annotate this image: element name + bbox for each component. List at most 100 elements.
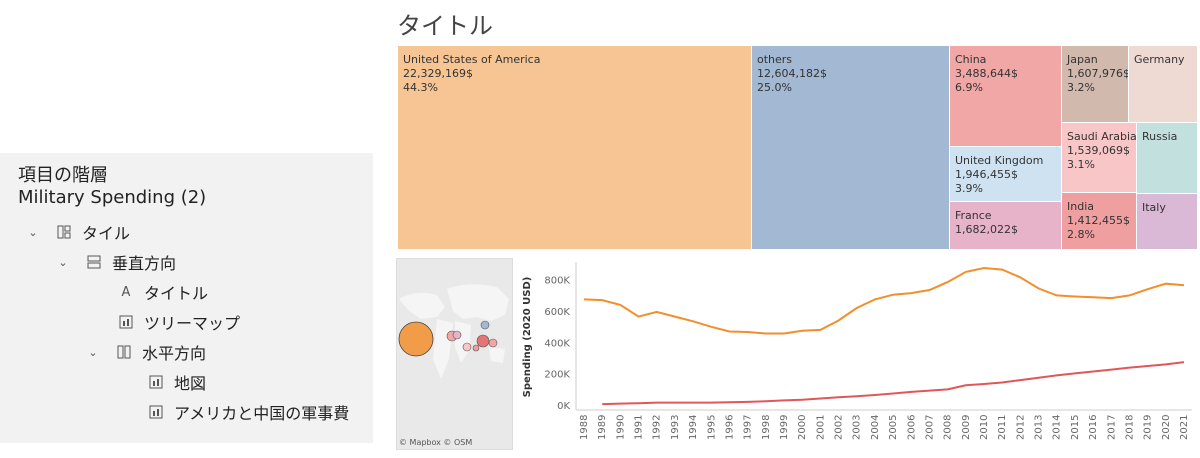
x-tick-label: 1989 xyxy=(597,415,608,440)
map-circle[interactable] xyxy=(480,320,490,330)
tree-item-treemap[interactable]: ツリーマップ xyxy=(118,309,240,335)
x-tick-label: 2005 xyxy=(888,415,899,440)
treemap-tile[interactable]: others 12,604,182$ 25.0% xyxy=(752,46,950,250)
tree-item-map[interactable]: 地図 xyxy=(148,369,206,395)
x-tick-label: 2017 xyxy=(1106,415,1117,440)
tree-item-vertical[interactable]: ⌄ 垂直方向 xyxy=(54,249,176,275)
chevron-down-icon[interactable]: ⌄ xyxy=(58,255,68,269)
map-circle[interactable] xyxy=(398,321,434,357)
tile-country: France xyxy=(955,209,992,222)
tile-country: Japan xyxy=(1067,53,1098,66)
sheet-icon xyxy=(118,314,134,330)
series-line-1[interactable] xyxy=(602,361,1185,406)
y-tick-label: 200K xyxy=(544,370,570,381)
x-tick-label: 1994 xyxy=(688,415,699,440)
x-tick-label: 1988 xyxy=(579,415,590,440)
x-tick-label: 2015 xyxy=(1070,415,1081,440)
x-tick-label: 2000 xyxy=(797,415,808,440)
tree-item-tile[interactable]: ⌄ タイル xyxy=(24,219,130,245)
x-tick-label: 2020 xyxy=(1161,415,1172,440)
tile-value: 1,539,069$ xyxy=(1067,144,1130,157)
tree-item-label: ツリーマップ xyxy=(144,314,241,333)
y-tick-label: 400K xyxy=(544,338,570,349)
hierarchy-heading: 項目の階層 xyxy=(18,165,108,186)
x-tick-label: 2021 xyxy=(1179,415,1190,440)
map-view[interactable]: © Mapbox © OSM xyxy=(396,258,513,450)
x-tick-label: 2001 xyxy=(815,415,826,440)
treemap-tile[interactable]: Saudi Arabia 1,539,069$ 3.1% xyxy=(1062,123,1137,193)
tile-value: 3,488,644$ xyxy=(955,67,1018,80)
tile-value: 1,412,455$ xyxy=(1067,214,1130,227)
tile-percent: 3.2% xyxy=(1067,81,1095,94)
tile-value: 12,604,182$ xyxy=(757,67,827,80)
x-tick-label: 2014 xyxy=(1052,415,1063,440)
chevron-down-icon[interactable]: ⌄ xyxy=(88,345,98,359)
tile-layout-icon xyxy=(56,224,72,240)
map-attribution: © Mapbox © OSM xyxy=(399,438,473,447)
map-circle[interactable] xyxy=(462,342,472,352)
x-tick-label: 1992 xyxy=(652,415,663,440)
map-circle[interactable] xyxy=(476,334,490,348)
tree-item-label: 垂直方向 xyxy=(112,254,177,273)
tile-country: Germany xyxy=(1134,53,1185,66)
series-line-0[interactable] xyxy=(583,266,1185,335)
treemap: United States of America 22,329,169$ 44.… xyxy=(398,46,1198,250)
tile-percent: 25.0% xyxy=(757,81,792,94)
us-china-spending-chart: 0K 200K 400K 600K 800K Spending (2020 USD) 198… xyxy=(516,258,1200,454)
tree-item-label: アメリカと中国の軍事費 xyxy=(174,404,350,423)
tile-percent: 2.8% xyxy=(1067,228,1095,241)
chevron-down-icon[interactable]: ⌄ xyxy=(28,225,38,239)
treemap-tile[interactable]: Russia xyxy=(1137,123,1198,194)
x-tick-label: 2006 xyxy=(906,415,917,440)
tile-country: Russia xyxy=(1142,130,1178,143)
x-tick-label: 2011 xyxy=(997,415,1008,440)
treemap-tile[interactable]: France 1,682,022$ xyxy=(950,202,1062,250)
x-tick-label: 2003 xyxy=(852,415,863,440)
tile-percent: 6.9% xyxy=(955,81,983,94)
treemap-tile[interactable]: China 3,488,644$ 6.9% xyxy=(950,46,1062,147)
map-circle[interactable] xyxy=(472,344,480,352)
tile-country: others xyxy=(757,53,793,66)
x-tick-label: 1997 xyxy=(743,415,754,440)
map-circle[interactable] xyxy=(452,330,462,340)
x-tick-label: 1991 xyxy=(634,415,645,440)
tile-percent: 3.1% xyxy=(1067,158,1095,171)
y-tick-label: 600K xyxy=(544,307,570,318)
x-tick-label: 2007 xyxy=(924,415,935,440)
y-axis-title: Spending (2020 USD) xyxy=(522,277,533,398)
sheet-icon xyxy=(148,374,164,390)
dashboard-title: タイトル xyxy=(397,12,493,40)
tree-item-horizontal[interactable]: ⌄ 水平方向 xyxy=(84,339,206,365)
vertical-container-icon xyxy=(86,254,102,270)
x-tick-label: 2013 xyxy=(1034,415,1045,440)
tile-percent: 3.9% xyxy=(955,182,983,195)
x-tick-label: 2010 xyxy=(979,415,990,440)
horizontal-container-icon xyxy=(116,344,132,360)
x-tick-label: 2016 xyxy=(1088,415,1099,440)
hierarchy-sheet-name: Military Spending (2) xyxy=(18,187,207,208)
treemap-tile[interactable]: United States of America 22,329,169$ 44.… xyxy=(398,46,752,250)
treemap-tile[interactable]: India 1,412,455$ 2.8% xyxy=(1062,193,1137,250)
x-tick-label: 2018 xyxy=(1124,415,1135,440)
tile-country: India xyxy=(1067,200,1094,213)
treemap-tile[interactable]: Italy xyxy=(1137,194,1198,250)
x-tick-label: 2008 xyxy=(943,415,954,440)
y-tick-label: 0K xyxy=(557,401,570,412)
treemap-tile[interactable]: United Kingdom 1,946,455$ 3.9% xyxy=(950,147,1062,202)
x-tick-label: 2012 xyxy=(1015,415,1026,440)
tile-value: 22,329,169$ xyxy=(403,67,473,80)
treemap-tile[interactable]: Germany xyxy=(1129,46,1198,123)
tree-item-title[interactable]: A タイトル xyxy=(118,279,208,305)
tile-value: 1,682,022$ xyxy=(955,223,1018,236)
x-tick-label: 1990 xyxy=(615,415,626,440)
tile-country: China xyxy=(955,53,987,66)
tree-item-label: タイル xyxy=(82,224,131,243)
tile-percent: 44.3% xyxy=(403,81,438,94)
treemap-tile[interactable]: Japan 1,607,976$ 3.2% xyxy=(1062,46,1129,123)
tree-item-us-china-spending[interactable]: アメリカと中国の軍事費 xyxy=(148,399,349,425)
map-circle[interactable] xyxy=(488,338,498,348)
tree-item-label: 地図 xyxy=(174,374,207,393)
tile-value: 1,607,976$ xyxy=(1067,67,1129,80)
y-tick-label: 800K xyxy=(544,276,570,287)
sheet-icon xyxy=(148,404,164,420)
